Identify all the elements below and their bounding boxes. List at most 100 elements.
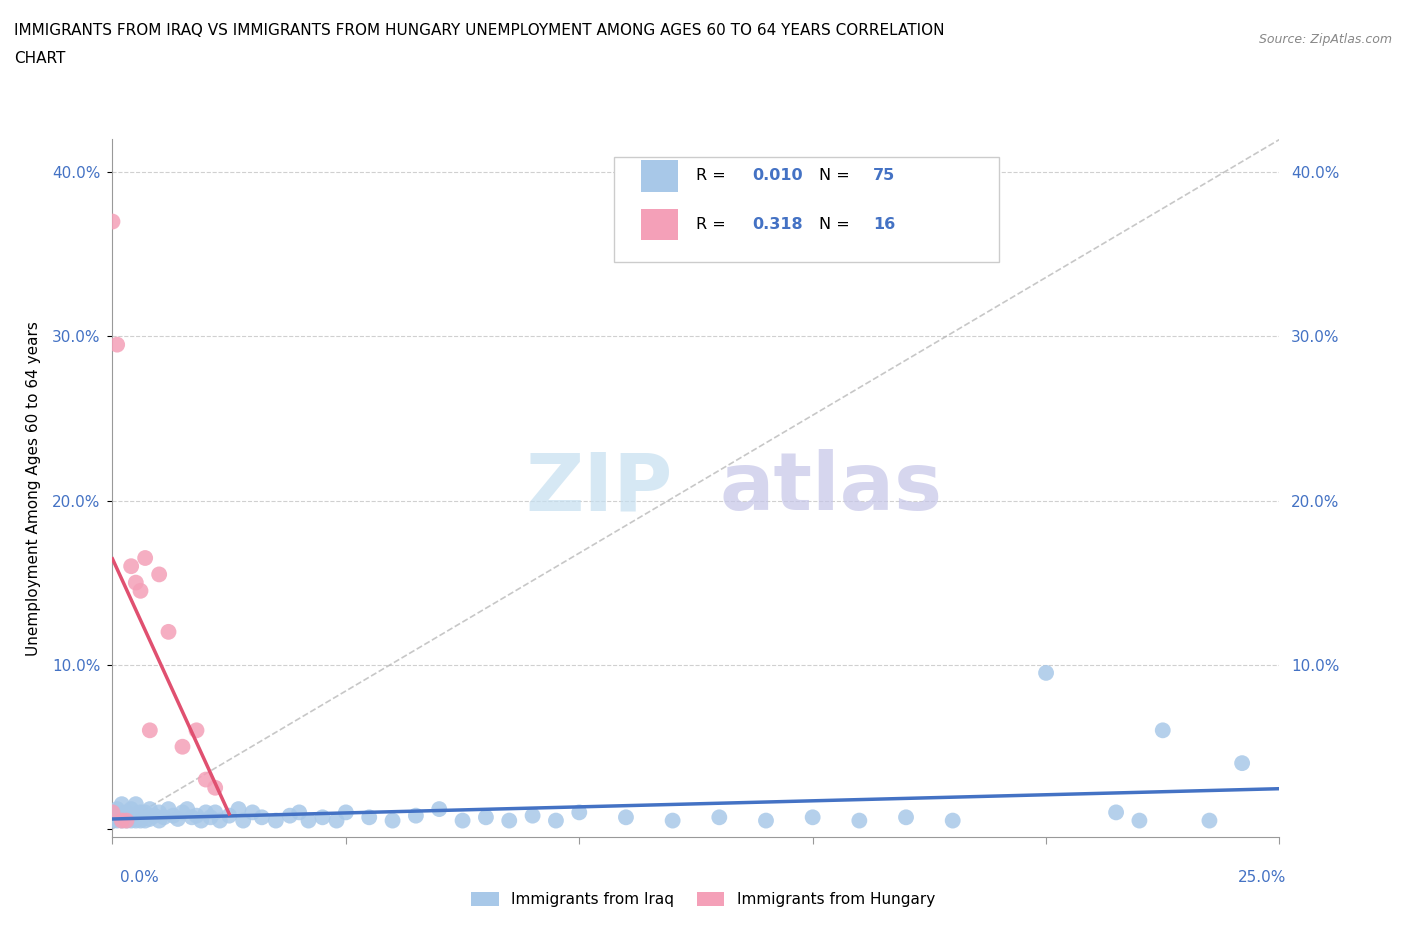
Point: [381, 813, 404, 828]
Point: [111, 813, 134, 828]
Text: 0.010: 0.010: [752, 168, 803, 183]
Point: [264, 813, 287, 828]
Text: 0.0%: 0.0%: [120, 870, 159, 884]
Point: [115, 805, 138, 820]
Point: [186, 723, 208, 737]
Point: [325, 813, 347, 828]
Point: [568, 805, 591, 820]
Point: [148, 567, 170, 582]
Point: [204, 780, 226, 795]
Point: [105, 338, 128, 352]
Point: [359, 810, 381, 825]
Point: [129, 813, 152, 828]
Legend: Immigrants from Iraq, Immigrants from Hungary: Immigrants from Iraq, Immigrants from Hu…: [465, 885, 941, 913]
Point: [1152, 723, 1174, 737]
Point: [894, 810, 917, 825]
Point: [101, 813, 124, 828]
Text: IMMIGRANTS FROM IRAQ VS IMMIGRANTS FROM HUNGARY UNEMPLOYMENT AMONG AGES 60 TO 64: IMMIGRANTS FROM IRAQ VS IMMIGRANTS FROM …: [14, 23, 945, 38]
Text: ZIP: ZIP: [526, 449, 672, 527]
Point: [101, 805, 124, 820]
Point: [232, 813, 254, 828]
Point: [148, 813, 170, 828]
Point: [120, 559, 142, 574]
Point: [111, 813, 134, 828]
Y-axis label: Unemployment Among Ages 60 to 64 years: Unemployment Among Ages 60 to 64 years: [27, 321, 41, 656]
Point: [101, 805, 124, 820]
Point: [200, 810, 222, 825]
Text: N =: N =: [818, 218, 855, 232]
Point: [105, 813, 128, 828]
Point: [176, 802, 198, 817]
Point: [522, 808, 544, 823]
Point: [125, 797, 148, 812]
Point: [942, 813, 965, 828]
Point: [451, 813, 474, 828]
Point: [120, 813, 142, 828]
Point: [297, 813, 319, 828]
Point: [614, 810, 637, 825]
Point: [134, 805, 156, 820]
Point: [129, 583, 152, 598]
Point: [498, 813, 520, 828]
Point: [115, 810, 138, 825]
Text: 75: 75: [873, 168, 896, 183]
Point: [172, 805, 194, 820]
Point: [139, 723, 162, 737]
Point: [475, 810, 498, 825]
Text: R =: R =: [696, 168, 731, 183]
Text: atlas: atlas: [720, 449, 942, 527]
Point: [139, 802, 162, 817]
Point: [218, 808, 240, 823]
FancyBboxPatch shape: [641, 209, 679, 241]
Text: R =: R =: [696, 218, 731, 232]
Point: [1128, 813, 1150, 828]
Point: [125, 808, 148, 823]
Point: [228, 802, 250, 817]
Point: [544, 813, 567, 828]
Point: [335, 805, 357, 820]
Point: [120, 802, 142, 817]
Point: [153, 810, 176, 825]
Point: [162, 808, 184, 823]
Point: [709, 810, 731, 825]
Text: 25.0%: 25.0%: [1239, 870, 1286, 884]
Point: [242, 805, 264, 820]
Point: [166, 812, 188, 827]
Text: N =: N =: [818, 168, 855, 183]
Point: [250, 810, 273, 825]
Point: [1198, 813, 1220, 828]
Point: [101, 214, 124, 229]
Point: [427, 802, 450, 817]
Point: [288, 805, 311, 820]
Point: [134, 551, 156, 565]
Point: [125, 813, 148, 828]
Point: [208, 813, 231, 828]
Point: [661, 813, 683, 828]
Text: Source: ZipAtlas.com: Source: ZipAtlas.com: [1258, 33, 1392, 46]
Point: [105, 810, 128, 825]
Point: [125, 575, 148, 590]
Point: [801, 810, 824, 825]
Point: [134, 813, 156, 828]
Point: [1105, 805, 1128, 820]
Point: [157, 624, 180, 639]
Point: [172, 739, 194, 754]
Point: [186, 808, 208, 823]
Point: [105, 802, 128, 817]
FancyBboxPatch shape: [641, 160, 679, 192]
Text: 16: 16: [873, 218, 896, 232]
Point: [180, 810, 202, 825]
Point: [101, 808, 124, 823]
Point: [1230, 756, 1253, 771]
Point: [143, 808, 166, 823]
Point: [115, 813, 138, 828]
Point: [190, 813, 212, 828]
Point: [278, 808, 301, 823]
Point: [405, 808, 427, 823]
Point: [129, 805, 152, 820]
Point: [1035, 666, 1057, 681]
Point: [115, 813, 138, 828]
FancyBboxPatch shape: [614, 157, 1000, 261]
Point: [111, 808, 134, 823]
Point: [194, 805, 217, 820]
